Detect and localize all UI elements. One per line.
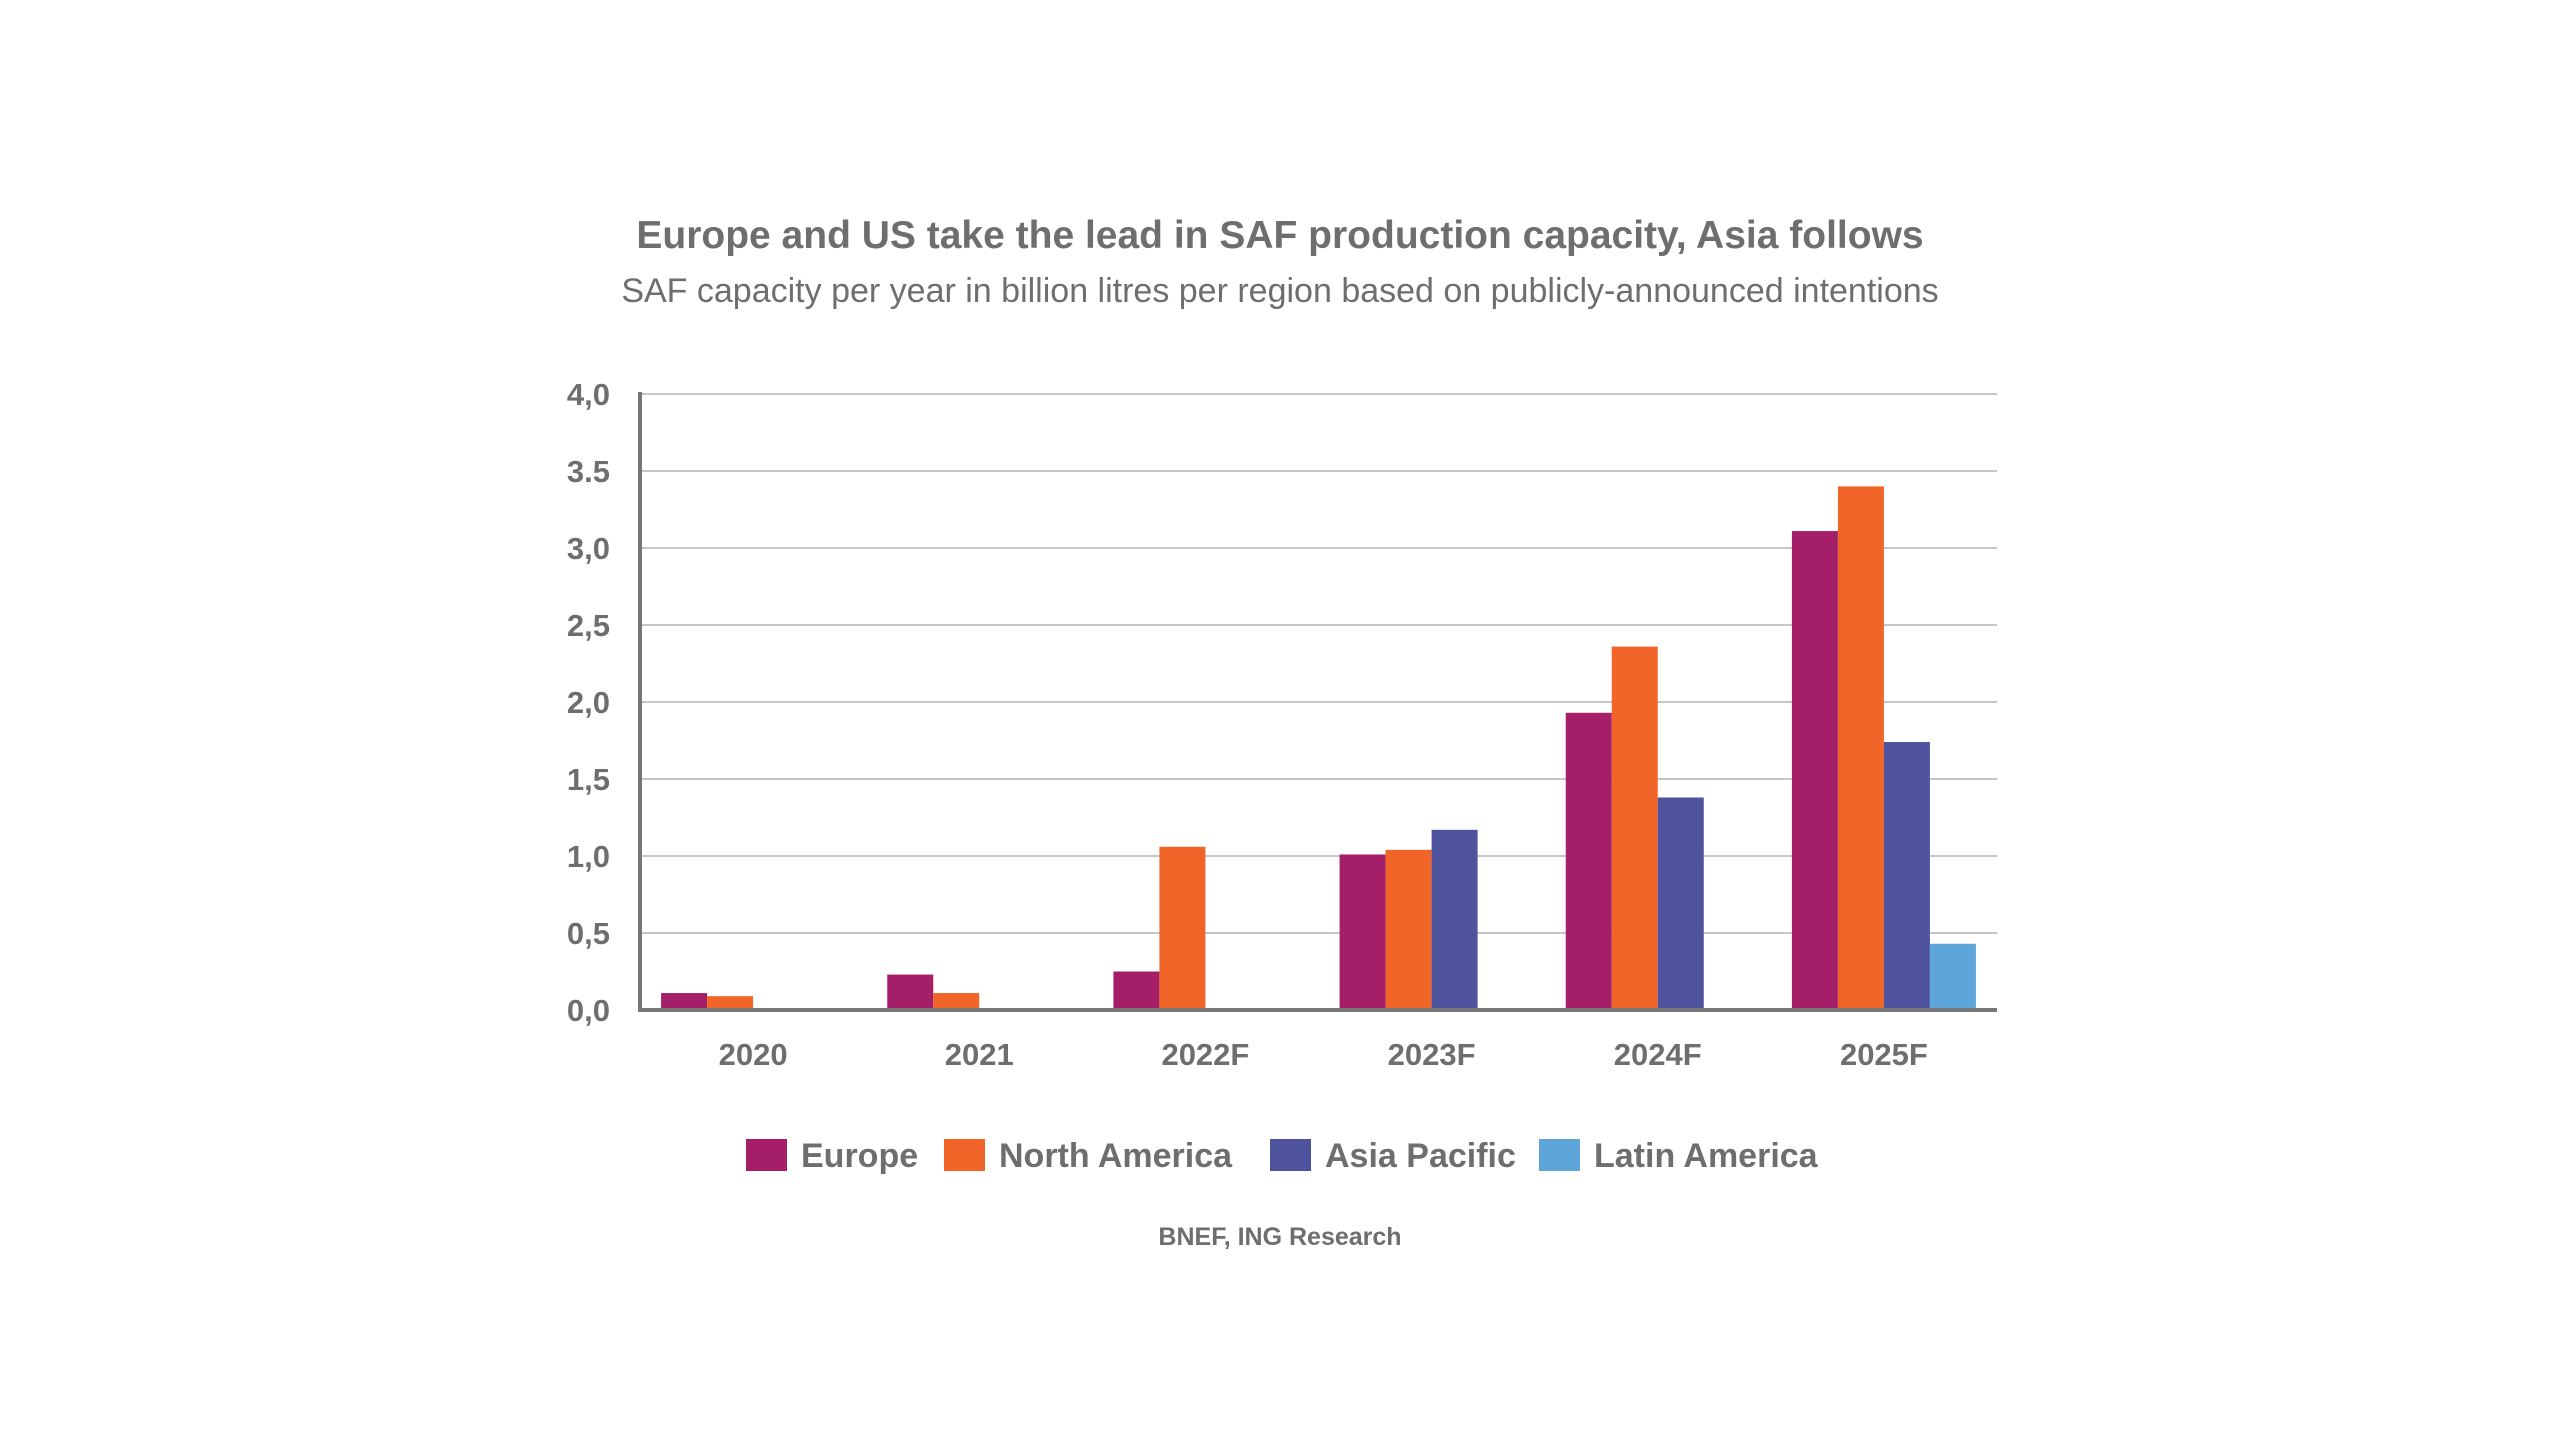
bar-asia-pacific-2023f — [1431, 829, 1478, 1010]
legend-swatch — [746, 1139, 787, 1171]
chart-source: BNEF, ING Research — [1158, 1223, 1402, 1251]
bar-asia-pacific-2024f — [1657, 797, 1704, 1010]
y-tick-label: 4,0 — [567, 377, 610, 412]
y-tick-label: 2,5 — [567, 608, 610, 643]
y-tick-label: 2,0 — [567, 685, 610, 720]
legend-swatch — [1270, 1139, 1311, 1171]
legend-swatch — [1539, 1139, 1580, 1171]
bar-north-america-2022f — [1159, 846, 1206, 1010]
bar-north-america-2021 — [933, 993, 980, 1010]
chart-subtitle: SAF capacity per year in billion litres … — [621, 272, 1939, 310]
bar-north-america-2025f — [1837, 486, 1884, 1010]
y-tick-label: 0,0 — [567, 993, 610, 1028]
y-tick-label: 3.5 — [567, 454, 610, 489]
bar-asia-pacific-2025f — [1883, 742, 1930, 1010]
bar-latin-america-2025f — [1929, 943, 1976, 1010]
legend-label: Latin America — [1594, 1137, 1819, 1175]
axes — [638, 392, 1997, 1012]
x-tick-label: 2024F — [1614, 1037, 1702, 1072]
x-tick-labels: 2020 2021 2022F 2023F 2024F 2025F — [719, 1037, 1928, 1072]
legend: Europe North America Asia Pacific Latin Ame… — [746, 1137, 1819, 1175]
y-tick-label: 3,0 — [567, 531, 610, 566]
bar-europe-2025f — [1791, 531, 1838, 1010]
x-tick-label: 2021 — [945, 1037, 1014, 1072]
bar-europe-2024f — [1565, 712, 1612, 1010]
gridlines — [640, 393, 1997, 934]
bar-north-america-2024f — [1611, 646, 1658, 1010]
legend-item-north-america: North America — [944, 1137, 1233, 1175]
x-tick-label: 2022F — [1161, 1037, 1249, 1072]
x-tick-label: 2025F — [1840, 1037, 1928, 1072]
x-tick-label: 2023F — [1388, 1037, 1476, 1072]
legend-label: Europe — [801, 1137, 918, 1175]
legend-swatch — [944, 1139, 985, 1171]
legend-item-asia-pacific: Asia Pacific — [1270, 1137, 1516, 1175]
bar-north-america-2020 — [707, 996, 754, 1010]
bar-europe-2023f — [1339, 854, 1386, 1010]
y-tick-label: 0,5 — [567, 916, 610, 951]
y-tick-label: 1,5 — [567, 762, 610, 797]
bar-europe-2021 — [887, 974, 934, 1010]
legend-label: Asia Pacific — [1325, 1137, 1516, 1175]
legend-item-latin-america: Latin America — [1539, 1137, 1819, 1175]
legend-label: North America — [999, 1137, 1233, 1175]
bar-north-america-2023f — [1385, 849, 1432, 1010]
y-tick-labels: 0,0 0,5 1,0 1,5 2,0 2,5 3,0 3.5 4,0 — [567, 377, 610, 1028]
x-tick-label: 2020 — [719, 1037, 788, 1072]
bar-europe-2022f — [1113, 971, 1160, 1010]
y-tick-label: 1,0 — [567, 839, 610, 874]
bars — [661, 486, 1976, 1010]
chart-title: Europe and US take the lead in SAF produ… — [636, 214, 1924, 257]
legend-item-europe: Europe — [746, 1137, 918, 1175]
bar-europe-2020 — [661, 993, 708, 1010]
